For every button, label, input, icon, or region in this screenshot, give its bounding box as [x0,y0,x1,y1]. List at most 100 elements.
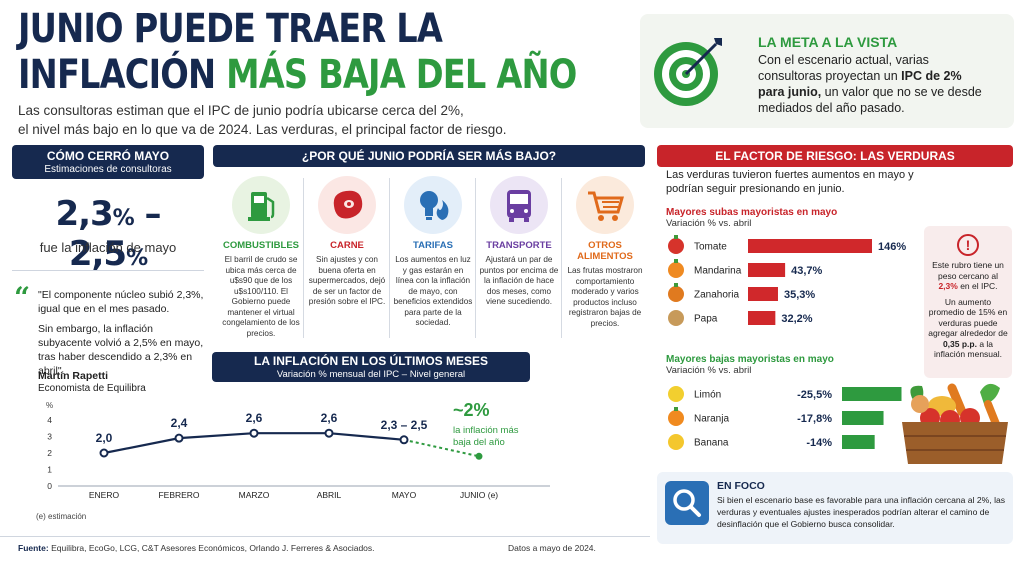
quote: "El componente núcleo subió 2,3%, igual … [38,288,208,384]
category-otros-alimentos: OTROS ALIMENTOS Las frutas mostraron com… [563,176,647,329]
y-tick-label: 0 [47,481,52,491]
projection-caption-2: baja del año [453,437,505,448]
subtitle-line-1: Las consultoras estiman que el IPC de ju… [18,103,464,118]
warning-box: ! Este rubro tiene un peso cercano al 2,… [924,226,1012,378]
produce-leaf [674,407,678,411]
category-title: CARNE [330,240,364,251]
quote-icon: “ [14,281,31,314]
quote-author-role: Economista de Equilibra [38,383,146,394]
warning-icon: ! [957,234,979,256]
line-chart: % 0 1 2 3 4 ENERO FEBRERO MARZO ABRIL MAYO JUNIO (e… [46,400,550,500]
warn-e: 0,35 p.p. [942,338,977,349]
title-highlight: MÁS BAJA DEL AÑO [226,52,577,98]
x-tick-label: FEBRERO [158,490,199,500]
data-label: 2,6 [321,411,338,425]
line-chart-footnote: (e) estimación [36,512,87,521]
bar-value-label: -14% [806,437,832,449]
title-line-2: INFLACIÓN MÁS BAJA DEL AÑO [18,52,577,98]
data-label: 2,0 [96,431,113,445]
divider [12,270,204,271]
data-label: 2,3 – 2,5 [381,418,428,432]
data-label: 2,4 [171,416,188,430]
mayo-pct-2: % [126,246,148,271]
subtitle-line-2: el nivel más bajo en lo que va de 2024. … [18,122,507,137]
page-subtitle: Las consultoras estiman que el IPC de ju… [18,101,638,139]
bar [842,435,875,449]
category-tarifas: TARIFAS Los aumentos en luz y gas estará… [391,176,475,329]
why-header: ¿POR QUÉ JUNIO PODRÍA SER MÁS BAJO? [213,145,645,167]
footer-source: Fuente: Equilibra, EcoGo, LCG, C&T Aseso… [18,543,375,553]
produce-icon [668,286,684,302]
x-tick-label: MARZO [239,490,270,500]
data-point [174,433,184,443]
data-point [399,435,409,445]
category-separator [561,178,562,338]
down-bars-title: Mayores bajas mayoristas en mayo [666,354,834,365]
line-chart-title: LA INFLACIÓN EN LOS ÚLTIMOS MESES [254,354,488,368]
bar-category-label: Zanahoria [694,290,739,301]
x-tick-label: ABRIL [317,490,342,500]
title-line-2a: INFLACIÓN [18,52,216,98]
lightbulb-flame-icon [404,176,462,234]
mayo-header: CÓMO CERRÓ MAYO Estimaciones de consulto… [12,145,204,179]
fuel-pump-icon [232,176,290,234]
footer-divider [0,536,650,537]
mayo-value: 2,3% – 2,5% [12,194,204,274]
bar-value-label: 32,2% [781,313,812,325]
bar-category-label: Banana [694,438,729,449]
produce-icon [668,434,684,450]
bar-category-label: Naranja [694,414,729,425]
data-point [99,448,109,458]
up-bars-caption: Variación % vs. abril [666,218,752,229]
meta-title: LA META A LA VISTA [758,34,898,50]
mayo-sep: – [133,194,162,234]
bus-icon [490,176,548,234]
x-tick-label: ENERO [89,490,120,500]
target-icon [654,38,722,106]
category-text: Sin ajustes y con buena oferta en superm… [308,255,386,306]
x-tick-label: MAYO [392,490,417,500]
category-transporte: TRANSPORTE Ajustará un par de puntos por… [477,176,561,308]
category-text: Los aumentos en luz y gas estarán en lín… [393,255,473,327]
projection-caption-1: la inflación más [453,425,519,436]
vegetable-crate-icon [902,383,1008,464]
bar-category-label: Papa [694,314,718,325]
data-label: 2,6 [246,411,263,425]
category-combustibles: COMBUSTIBLES El barril de crudo se ubica… [219,176,303,339]
bar-value-label: -17,8% [797,413,832,425]
category-title: COMBUSTIBLES [223,240,299,251]
down-bars-caption: Variación % vs. abril [666,365,752,376]
produce-icon [668,386,684,402]
produce-icon [668,262,684,278]
magnifier-icon [665,481,709,525]
produce-leaf [674,283,678,287]
produce-leaf [674,235,678,239]
quote-p2: Sin embargo, la inflación subyacente vol… [38,323,204,377]
mayo-high: 2,5 [68,234,127,274]
category-title: OTROS ALIMENTOS [577,240,633,262]
warning-text: Este rubro tiene un peso cercano al 2,3%… [924,260,1012,360]
y-tick-label: 1 [47,465,52,475]
up-bar-chart: Tomate 146% Mandarina 43,7% Zanahoria 35,3% Pa… [668,235,906,326]
bar [748,287,778,301]
meta-text-b: IPC de 2% para junio, [758,69,962,99]
category-title: TRANSPORTE [486,240,552,251]
quote-p1: "El componente núcleo subió 2,3%, igual … [38,289,204,315]
warn-c: en el IPC. [960,281,998,291]
bar-category-label: Mandarina [694,266,742,277]
bar-value-label: -25,5% [797,389,832,401]
category-separator [389,178,390,338]
quote-author: Martín Rapetti [38,370,109,382]
en-foco-box: EN FOCO Si bien el escenario base es fav… [657,472,1013,544]
bar [748,263,786,277]
series-line-projection [403,438,480,458]
x-tick-label: JUNIO (e) [460,490,498,500]
produce-icon [668,310,684,326]
footer-date: Datos a mayo de 2024. [508,543,596,553]
bar-value-label: 146% [878,241,906,253]
y-tick-label: 2 [47,448,52,458]
bar-value-label: 35,3% [784,289,815,301]
footer-source-label: Fuente: [18,543,49,553]
category-separator [303,178,304,338]
line-chart-header: LA INFLACIÓN EN LOS ÚLTIMOS MESES Variac… [212,352,530,382]
